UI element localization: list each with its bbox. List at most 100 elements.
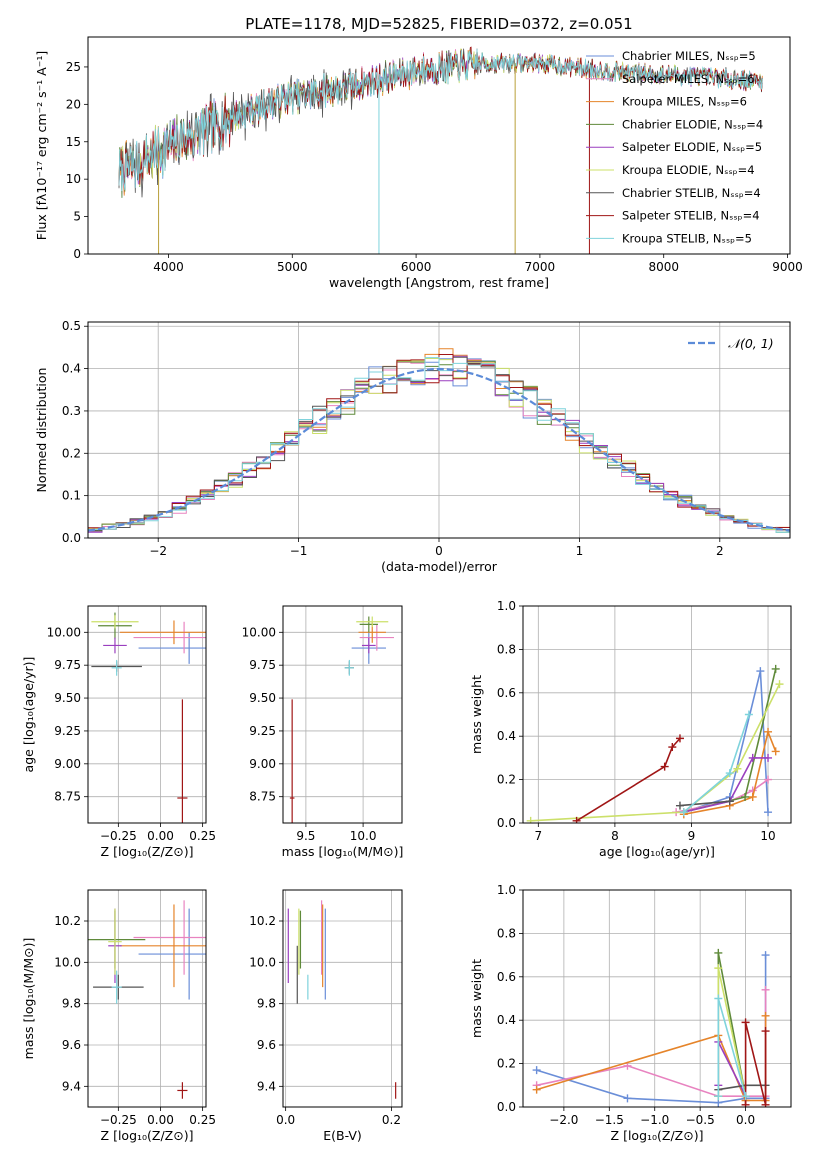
y-tick-label: 9.8 (257, 997, 276, 1011)
plot-area (88, 348, 790, 538)
axes-frame (282, 605, 403, 824)
axes-frame (87, 605, 207, 824)
weight-marker (733, 764, 742, 773)
legend-entry: Kroupa ELODIE, Nₛₛₚ=4 (622, 163, 755, 177)
y-tick-label: 10.00 (242, 625, 276, 639)
axes-frame (522, 889, 792, 1108)
x-tick-label: −1.5 (595, 1113, 624, 1127)
weight-marker (679, 808, 688, 817)
x-tick-label: 7000 (525, 260, 556, 274)
weight-marker (675, 734, 684, 743)
axes-frame (87, 36, 791, 255)
x-tick-label: 0.00 (147, 1113, 174, 1127)
y-tick-label: 9.8 (62, 997, 81, 1011)
x-axis-label: Z [log₁₀(Z/Z⊙)] (101, 844, 194, 859)
y-tick-label: 10 (66, 172, 81, 186)
plot-area (88, 900, 206, 1099)
weight-marker (761, 1027, 770, 1036)
y-tick-label: 0.1 (62, 489, 81, 503)
weight-marker (761, 951, 770, 960)
y-tick-label: 9.75 (54, 658, 81, 672)
y-tick-label: 1.0 (497, 599, 516, 613)
plot-area (289, 616, 394, 823)
weight-line (683, 670, 769, 813)
weight-marker (714, 994, 723, 1003)
y-tick-label: 9.25 (54, 724, 81, 738)
y-tick-label: 9.50 (54, 691, 81, 705)
weight-line (744, 1022, 767, 1105)
x-tick-label: 10.0 (350, 829, 377, 843)
weight-marker (725, 769, 734, 778)
spectrum-line (118, 48, 763, 192)
x-axis-label: age [log₁₀(age/yr)] (599, 844, 715, 859)
weight-marker (764, 808, 773, 817)
y-axis-label: Flux [fλ10⁻¹⁷ erg cm⁻² s⁻¹ A⁻¹] (34, 51, 49, 240)
x-tick-label: −2 (149, 544, 167, 558)
weight-marker (761, 985, 770, 994)
x-tick-label: 2 (716, 544, 724, 558)
weight-marker (764, 753, 773, 762)
weight-marker (764, 775, 773, 784)
y-tick-label: 0.4 (497, 1013, 516, 1027)
weight-marker (741, 792, 750, 801)
weight-marker (764, 727, 773, 736)
axes-residuals: −2 −1 0 1 2 0.0 0.1 0.2 0.3 0.4 0.5 (data-model)/er… (34, 319, 791, 574)
x-tick-label: 0.2 (382, 1113, 401, 1127)
y-tick-label: 5 (73, 210, 81, 224)
x-tick-label: 8 (611, 829, 619, 843)
y-tick-label: 10.2 (249, 914, 276, 928)
y-tick-label: 15 (66, 135, 81, 149)
x-tick-label: 4000 (153, 260, 184, 274)
y-tick-label: 9.25 (249, 724, 276, 738)
weight-line (679, 800, 730, 807)
legend-entry: Kroupa STELIB, Nₛₛₚ=5 (622, 231, 752, 245)
weight-line (530, 683, 781, 822)
x-tick-label: 9 (688, 829, 696, 843)
axes-weight_vs_age: 7 8 9 10 0.0 0.2 0.4 0.6 0.8 1.0 age [log₁₀(age/yr… (469, 599, 792, 859)
x-tick-label: 0.00 (147, 829, 174, 843)
legend-entry: 𝒩(0, 1) (728, 336, 774, 351)
y-tick-label: 9.4 (257, 1079, 276, 1093)
x-tick-label: 0 (435, 544, 443, 558)
y-tick-label: 0.3 (62, 404, 81, 418)
weight-marker (714, 1092, 723, 1101)
axes-frame (522, 605, 792, 824)
y-tick-label: 9.50 (249, 691, 276, 705)
weight-marker (756, 667, 765, 676)
y-tick-label: 10.00 (47, 625, 81, 639)
legend-entry: Salpeter ELODIE, Nₛₛₚ=5 (622, 140, 762, 154)
plot-area (287, 900, 397, 1099)
weight-marker (748, 792, 757, 801)
weight-marker (741, 1100, 750, 1107)
normal-curve (88, 367, 790, 532)
y-axis-label: mass weight (469, 675, 484, 754)
axes-weight_vs_Z: −2.0 −1.5 −1.0 −0.5 0.0 0.0 0.2 0.4 0.6 0.8 1.0 Z [… (469, 883, 792, 1143)
y-tick-label: 9.6 (257, 1038, 276, 1052)
y-tick-label: 0.6 (497, 970, 516, 984)
x-tick-label: 10 (760, 829, 775, 843)
axes-spectrum: 4000 5000 6000 7000 8000 9000 0 5 10 15 20 25 wavele… (34, 36, 803, 290)
y-tick-label: 0.2 (497, 773, 516, 787)
axes-mass_vs_ebv: 0.0 0.2 9.4 9.6 9.8 10.0 10.2 E(B-V) (249, 889, 403, 1143)
axes-mass_vs_Z: −0.25 0.00 0.25 9.4 9.6 9.8 10.0 10.2 Z [log₁₀(Z… (21, 889, 216, 1143)
weight-marker (526, 816, 535, 823)
y-tick-label: 9.6 (62, 1038, 81, 1052)
histogram-step (88, 354, 790, 538)
x-tick-label: 1 (576, 544, 584, 558)
y-tick-label: 10.2 (54, 914, 81, 928)
plot-area (118, 46, 763, 254)
weight-marker (532, 1066, 541, 1075)
axes-age_vs_mass: 9.5 10.0 8.75 9.00 9.25 9.50 9.75 10.00 mass [lo… (242, 605, 403, 859)
weight-marker (771, 747, 780, 756)
weight-marker (748, 753, 757, 762)
axes-age_vs_Z: −0.25 0.00 0.25 8.75 9.00 9.25 9.50 9.75 10.00 Z … (21, 605, 216, 859)
x-tick-label: −1.0 (640, 1113, 669, 1127)
y-tick-label: 9.00 (249, 757, 276, 771)
legend-entry: Chabrier ELODIE, Nₛₛₚ=4 (622, 117, 763, 131)
axes-frame (87, 889, 207, 1108)
y-tick-label: 0.4 (497, 729, 516, 743)
y-tick-label: 0.8 (497, 926, 516, 940)
x-tick-label: 9000 (772, 260, 803, 274)
y-tick-label: 0.6 (497, 686, 516, 700)
y-tick-label: 0.2 (497, 1057, 516, 1071)
